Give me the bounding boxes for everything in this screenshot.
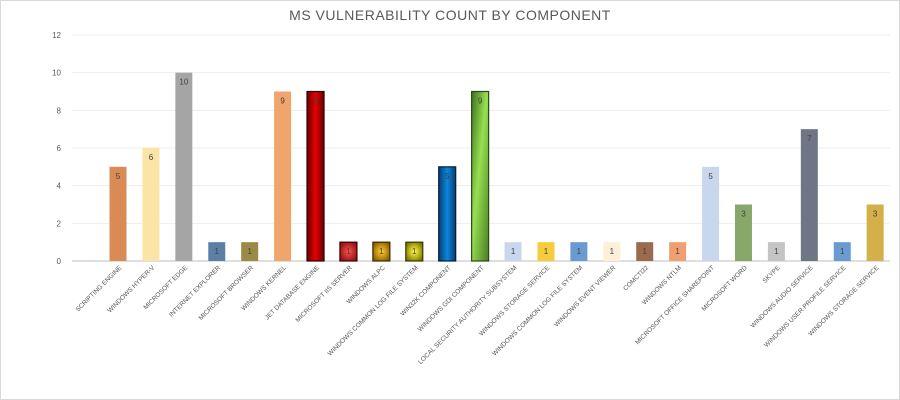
x-tick-label: JET DATABASE ENGINE: [264, 264, 322, 322]
data-label: 1: [346, 247, 351, 256]
bar: [109, 166, 127, 261]
y-tick-label: 8: [57, 106, 62, 115]
bar: [570, 242, 588, 261]
data-label: 3: [873, 210, 878, 219]
bar: [800, 129, 818, 261]
data-label: 6: [149, 153, 154, 162]
x-tick-label: WINDOWS STORAGE SERVICE: [478, 264, 552, 338]
data-label: 1: [840, 247, 845, 256]
data-label: 9: [478, 97, 483, 106]
x-tick-label: WINDOWS EVENT VIEWER: [553, 264, 617, 328]
bar: [175, 72, 193, 262]
bar: [208, 242, 226, 261]
y-tick-label: 2: [57, 219, 62, 228]
y-tick-label: 12: [52, 31, 61, 40]
bar: [306, 90, 325, 262]
x-tick-label: WINDOWS GDI COMPONENT: [417, 264, 486, 333]
data-label: 1: [511, 247, 516, 256]
y-tick-label: 6: [57, 144, 62, 153]
bar: [241, 242, 259, 261]
data-label: 9: [280, 97, 285, 106]
data-label: 1: [642, 247, 647, 256]
bar: [702, 166, 720, 261]
data-label: 10: [179, 78, 188, 87]
x-tick-label: WINDOWS STORAGE SERVICE: [807, 264, 881, 338]
bars: [109, 72, 884, 262]
bar: [603, 242, 621, 261]
data-label: 1: [544, 247, 549, 256]
data-label: 7: [807, 134, 812, 143]
bar: [767, 242, 785, 261]
bar: [537, 242, 555, 261]
data-label: 1: [247, 247, 252, 256]
data-label: 1: [577, 247, 582, 256]
y-tick-label: 0: [57, 257, 62, 266]
x-tick-label: WINDOWS AUDIO SERVICE: [750, 264, 816, 330]
data-label: 5: [708, 172, 713, 181]
bar: [471, 90, 490, 262]
bar: [274, 91, 292, 261]
data-label: 3: [741, 210, 746, 219]
data-label: 1: [412, 247, 417, 256]
bar: [833, 242, 851, 261]
bar: [405, 241, 424, 262]
y-tick-label: 10: [52, 69, 61, 78]
data-label: 1: [675, 247, 680, 256]
data-label: 1: [215, 247, 220, 256]
bar: [339, 241, 358, 262]
x-tick-label: MICROSOFT IIS SERVER: [294, 264, 354, 324]
data-label: 9: [313, 97, 318, 106]
bar: [504, 242, 522, 261]
data-label: 1: [774, 247, 779, 256]
y-tick-label: 4: [57, 182, 62, 191]
x-tick-label: SKYPE: [762, 264, 783, 285]
data-label: 1: [379, 247, 384, 256]
bar: [669, 242, 687, 261]
bar: [372, 241, 391, 262]
bar: [142, 148, 160, 261]
data-label: 5: [445, 172, 450, 181]
x-tick-label: COMCTl32: [622, 264, 650, 292]
bar: [734, 204, 752, 261]
y-axis: 0 2 4 6 8 10 12: [52, 31, 61, 266]
bar: [866, 204, 884, 261]
data-label: 1: [610, 247, 615, 256]
x-tick-label: MICROSOFT BROWSER: [198, 264, 256, 322]
bar: [438, 166, 457, 262]
data-label: 5: [116, 172, 121, 181]
chart-title: MS VULNERABILITY COUNT BY COMPONENT: [289, 7, 611, 23]
bar: [636, 242, 654, 261]
